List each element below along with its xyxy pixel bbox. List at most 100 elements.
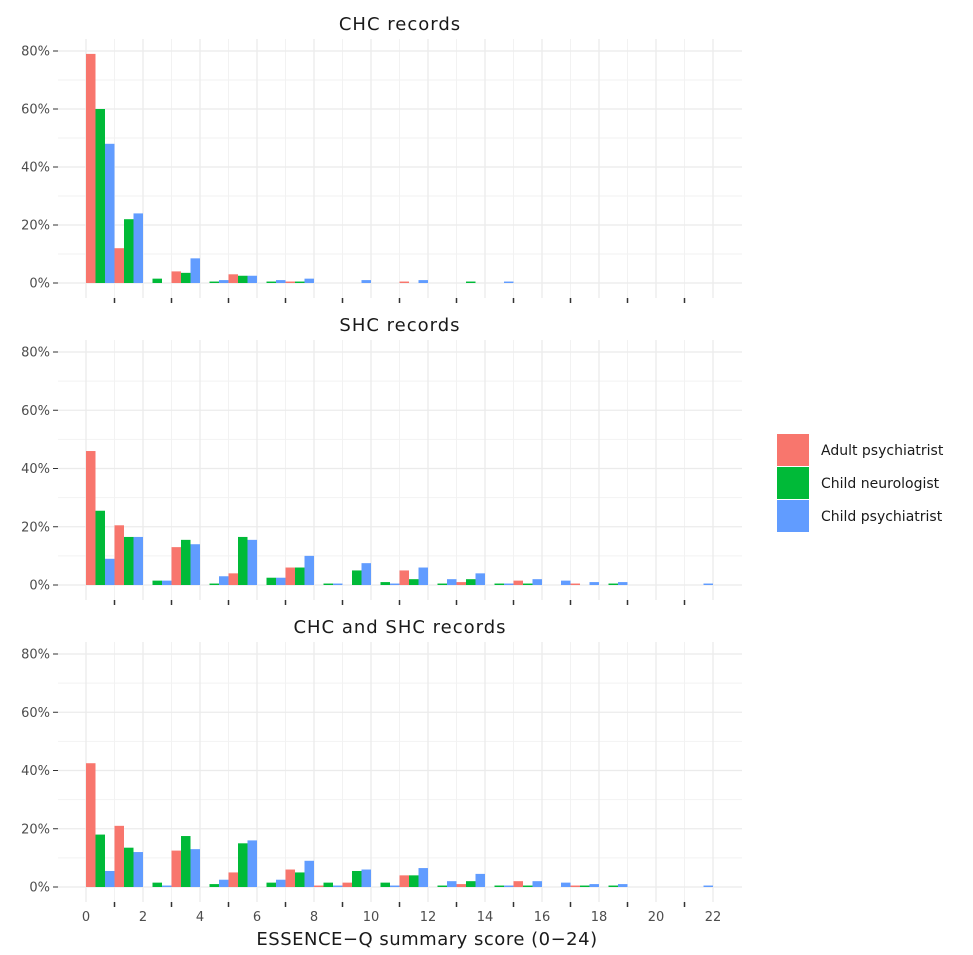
bar-adult-psychiatrist <box>285 281 295 283</box>
y-tick-label: 0% <box>29 277 50 292</box>
bar-child-psychiatrist <box>589 884 599 887</box>
bar-child-neurologist <box>608 583 618 585</box>
panel-title: CHC and SHC records <box>293 617 506 638</box>
legend-swatch <box>777 467 809 499</box>
x-tick-label: 0 <box>82 910 90 925</box>
bar-child-psychiatrist <box>304 555 314 585</box>
bar-child-psychiatrist <box>361 563 371 585</box>
bar-child-psychiatrist <box>561 882 571 887</box>
bar-child-neurologist <box>266 281 276 283</box>
bar-child-psychiatrist <box>361 280 371 283</box>
bar-adult-psychiatrist <box>171 271 181 283</box>
bar-child-psychiatrist <box>276 280 286 283</box>
panel-1: 0% 20% 40% 60% 80% CHC records <box>21 14 742 303</box>
bar-adult-psychiatrist <box>314 885 324 887</box>
bar-child-psychiatrist <box>618 582 628 585</box>
bar-child-psychiatrist <box>304 860 314 887</box>
bar-child-neurologist <box>238 843 248 887</box>
bar-child-psychiatrist <box>247 840 257 887</box>
bar-child-psychiatrist <box>618 884 628 887</box>
bar-adult-psychiatrist <box>228 872 238 887</box>
x-tick-label: 16 <box>534 910 551 925</box>
bar-child-psychiatrist <box>390 885 400 887</box>
bar-child-psychiatrist <box>390 583 400 585</box>
bar-child-psychiatrist <box>418 868 428 887</box>
bar-child-neurologist <box>494 583 504 585</box>
bar-adult-psychiatrist <box>342 882 352 887</box>
bar-child-psychiatrist <box>219 879 229 887</box>
bar-child-psychiatrist <box>247 539 257 585</box>
legend-swatch <box>777 500 809 532</box>
bar-child-psychiatrist <box>105 143 115 283</box>
y-tick-label: 80% <box>21 45 50 60</box>
y-tick-label: 0% <box>29 579 50 594</box>
bar-child-neurologist <box>352 870 362 887</box>
legend-swatch <box>777 434 809 466</box>
y-tick-label: 80% <box>21 346 50 361</box>
bar-adult-psychiatrist <box>171 850 181 887</box>
bar-adult-psychiatrist <box>114 525 124 585</box>
x-tick-label: 10 <box>363 910 380 925</box>
x-tick-label: 22 <box>705 910 722 925</box>
bar-child-neurologist <box>124 219 134 283</box>
bar-child-neurologist <box>209 583 219 585</box>
bar-adult-psychiatrist <box>399 281 409 283</box>
bar-child-psychiatrist <box>133 213 143 283</box>
legend-label: Adult psychiatrist <box>821 443 944 459</box>
bar-child-neurologist <box>295 281 305 283</box>
legend: Adult psychiatrist Child neurologist Child… <box>777 434 944 532</box>
bar-child-psychiatrist <box>247 275 257 283</box>
bar-child-psychiatrist <box>333 583 343 585</box>
bar-child-neurologist <box>181 836 191 887</box>
y-tick-label: 40% <box>21 462 50 477</box>
bar-adult-psychiatrist <box>570 885 580 887</box>
bar-child-psychiatrist <box>418 567 428 585</box>
bar-child-neurologist <box>266 882 276 887</box>
bar-child-neurologist <box>95 834 105 887</box>
bar-child-neurologist <box>580 885 590 887</box>
legend-label: Child psychiatrist <box>821 509 943 525</box>
bar-child-psychiatrist <box>703 885 713 887</box>
bar-child-psychiatrist <box>219 280 229 283</box>
bar-child-psychiatrist <box>532 881 542 887</box>
bar-child-neurologist <box>124 536 134 585</box>
bar-child-psychiatrist <box>703 583 713 585</box>
legend-label: Child neurologist <box>821 476 940 492</box>
bar-child-neurologist <box>209 884 219 887</box>
bar-child-psychiatrist <box>133 852 143 887</box>
x-tick-label: 4 <box>196 910 204 925</box>
bar-child-psychiatrist <box>276 577 286 585</box>
x-tick-label: 12 <box>420 910 437 925</box>
bar-adult-psychiatrist <box>171 547 181 585</box>
bar-child-neurologist <box>608 885 618 887</box>
bar-adult-psychiatrist <box>456 884 466 887</box>
bar-child-neurologist <box>95 510 105 585</box>
bar-child-neurologist <box>152 580 162 585</box>
x-tick-label: 18 <box>591 910 608 925</box>
y-tick-label: 20% <box>21 219 50 234</box>
bar-child-psychiatrist <box>504 583 514 585</box>
bar-child-psychiatrist <box>561 580 571 585</box>
bar-child-psychiatrist <box>219 576 229 585</box>
bar-child-neurologist <box>95 109 105 283</box>
bar-child-psychiatrist <box>276 879 286 887</box>
x-tick-label: 6 <box>253 910 261 925</box>
bar-child-neurologist <box>181 539 191 585</box>
bar-adult-psychiatrist <box>513 881 523 887</box>
bar-child-psychiatrist <box>190 849 200 887</box>
bar-adult-psychiatrist <box>285 567 295 585</box>
bar-child-neurologist <box>409 579 419 585</box>
bar-child-neurologist <box>380 882 390 887</box>
bar-child-psychiatrist <box>475 573 485 585</box>
x-tick-label: 20 <box>648 910 665 925</box>
bar-child-neurologist <box>466 881 476 887</box>
bar-adult-psychiatrist <box>513 580 523 585</box>
bar-child-neurologist <box>523 885 533 887</box>
bar-child-neurologist <box>523 583 533 585</box>
bar-child-psychiatrist <box>190 544 200 585</box>
bar-child-neurologist <box>380 582 390 585</box>
bar-child-neurologist <box>266 577 276 585</box>
bar-child-neurologist <box>295 567 305 585</box>
bar-child-psychiatrist <box>304 278 314 283</box>
y-tick-label: 20% <box>21 822 50 837</box>
